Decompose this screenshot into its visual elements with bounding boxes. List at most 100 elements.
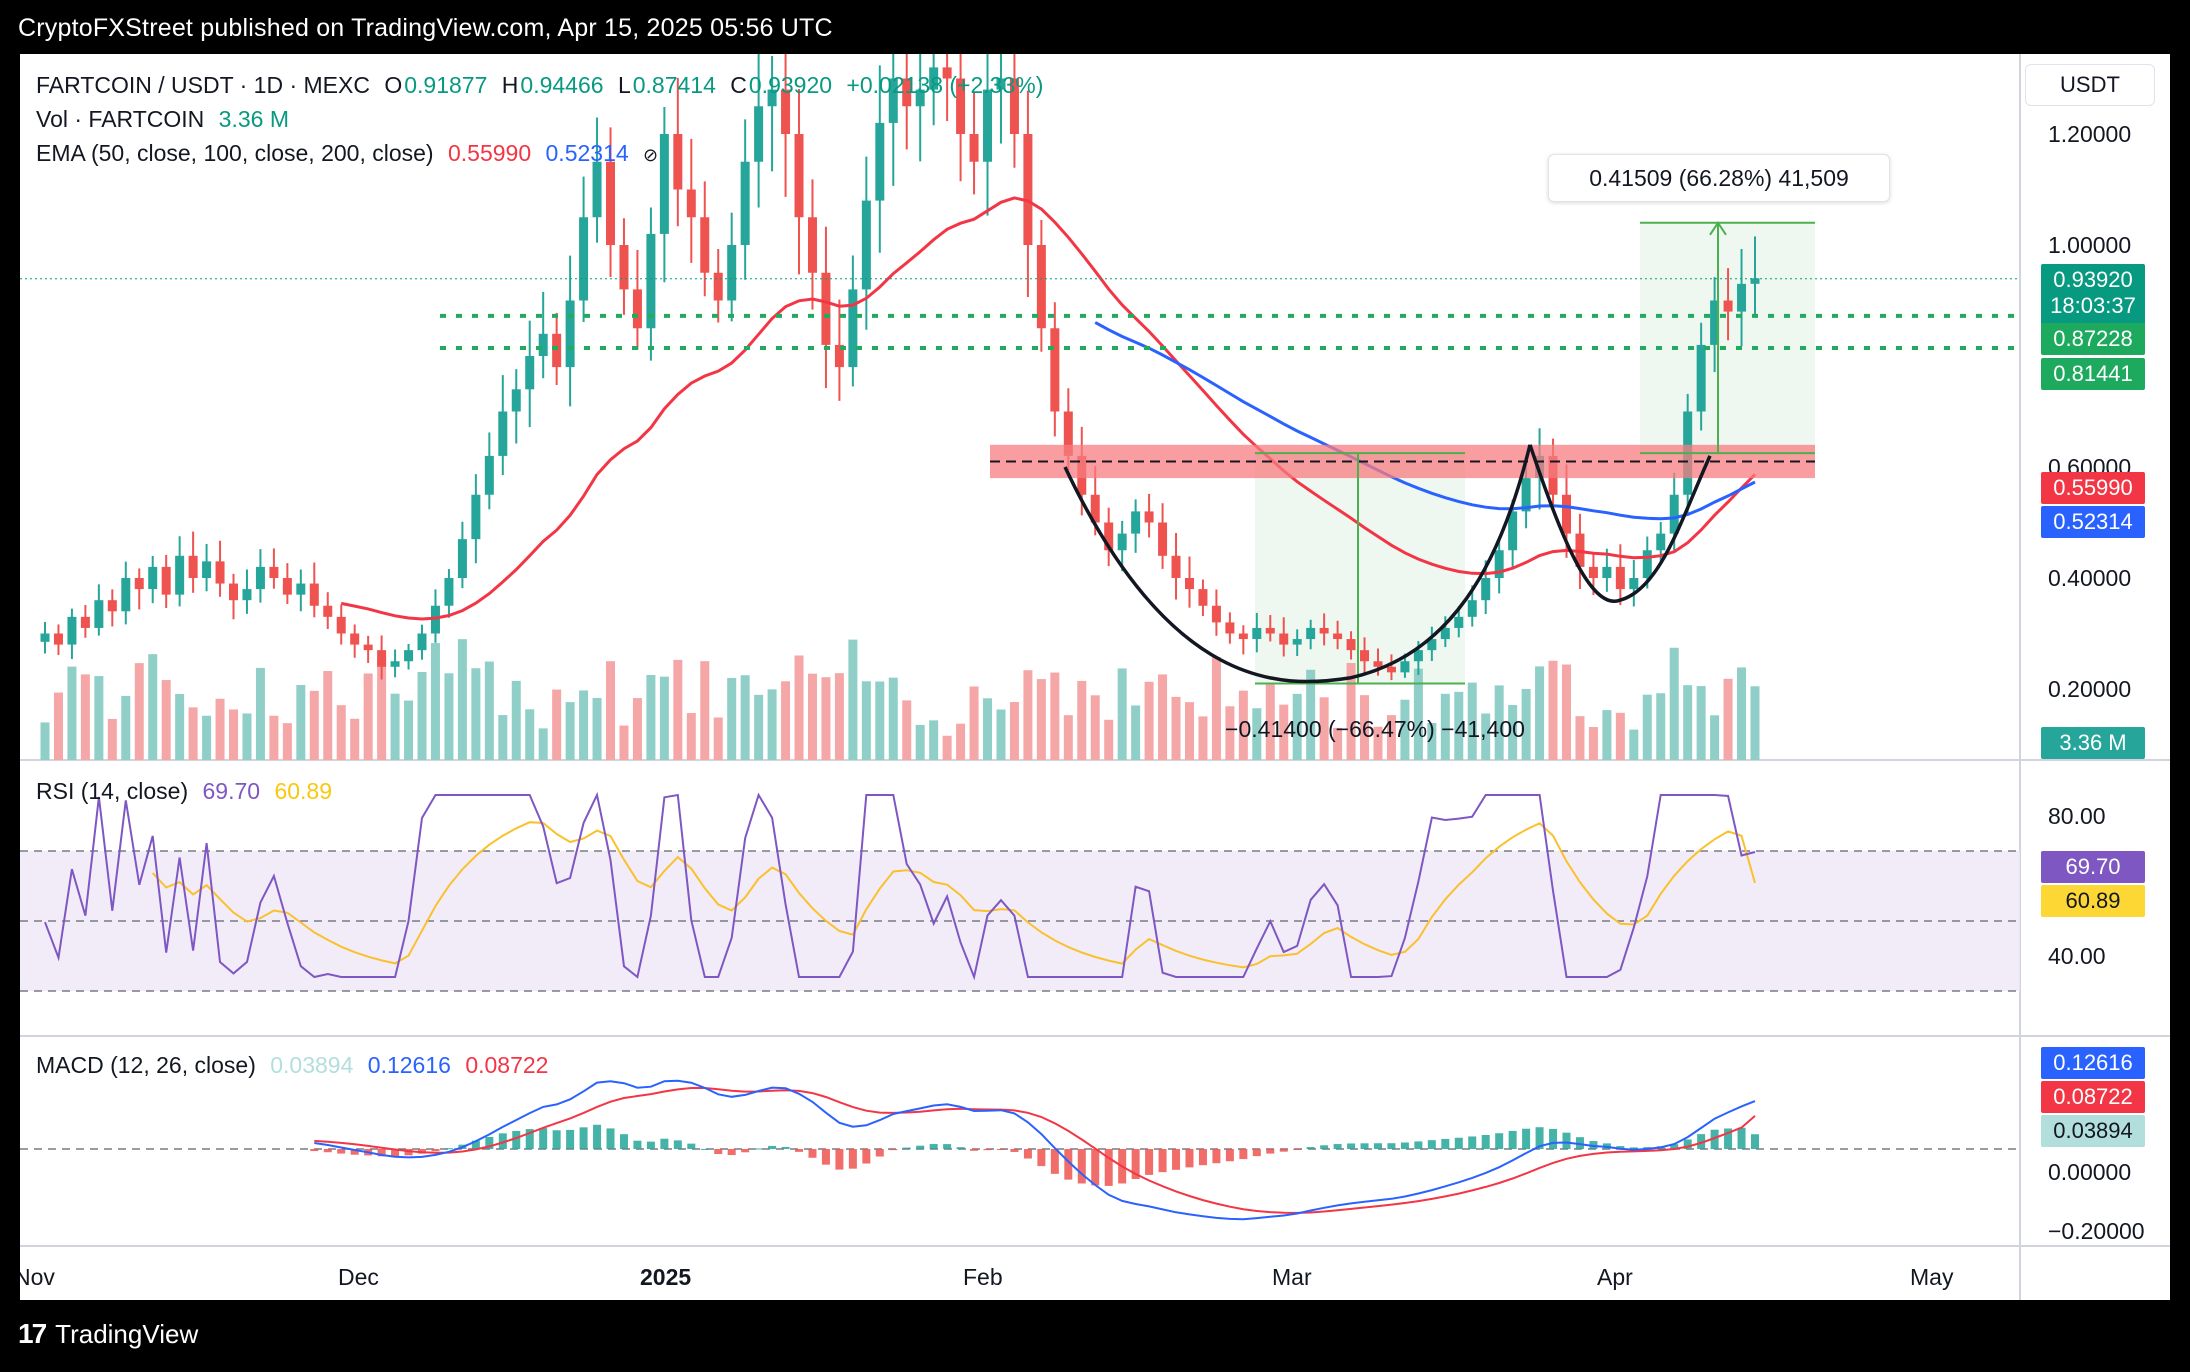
candle-body xyxy=(1117,533,1127,551)
macd-histogram-bar xyxy=(1522,1128,1531,1149)
macd-legend: MACD (12, 26, close) 0.03894 0.12616 0.0… xyxy=(36,1052,556,1079)
macd-histogram-bar xyxy=(1373,1143,1382,1149)
volume-bar xyxy=(673,659,683,760)
macd-histogram-bar xyxy=(471,1140,480,1149)
low-value: 0.87414 xyxy=(632,72,716,98)
volume-bar xyxy=(1036,679,1046,760)
hidden-eye-icon[interactable]: ⊘ xyxy=(643,145,659,165)
candle-body xyxy=(1615,566,1625,590)
chart-canvas[interactable]: 1.200001.000000.600000.400000.2000080.00… xyxy=(20,54,2170,1300)
volume-bar xyxy=(1669,647,1679,760)
rsi-label[interactable]: RSI (14, close) xyxy=(36,778,189,804)
chart-area[interactable]: 1.20000 1.00000 0.60000 0.40000 0.20000 80.00… xyxy=(20,54,2170,1300)
time-tick-label: Apr xyxy=(1597,1264,1633,1290)
volume-bar xyxy=(390,693,400,760)
candle-body xyxy=(1319,627,1329,634)
candle-body xyxy=(1346,639,1356,651)
ema-legend: EMA (50, close, 100, close, 200, close) … xyxy=(36,140,666,167)
macd-histogram-bar xyxy=(1198,1149,1207,1166)
candle-body xyxy=(1642,550,1652,578)
macd-signal-value: 0.08722 xyxy=(465,1052,549,1078)
candle-body xyxy=(902,78,912,107)
currency-button[interactable]: USDT xyxy=(2025,64,2155,106)
macd-label[interactable]: MACD (12, 26, close) xyxy=(36,1052,256,1078)
volume-bar xyxy=(1521,688,1531,760)
candle-body xyxy=(821,272,831,345)
volume-bar xyxy=(834,673,844,760)
volume-bar xyxy=(1615,712,1625,760)
candle-body xyxy=(754,106,764,162)
measure-up-arrowhead xyxy=(1709,220,1727,236)
candle-body xyxy=(929,67,939,90)
macd-histogram-bar xyxy=(727,1149,736,1156)
macd-histogram-bar xyxy=(996,1149,1005,1150)
candle-body xyxy=(1656,533,1666,551)
volume-bar xyxy=(94,676,104,760)
volume-label[interactable]: Vol · FARTCOIN xyxy=(36,106,205,132)
cup-pattern-curve xyxy=(1063,444,1532,684)
volume-bar xyxy=(121,695,131,760)
volume-bar xyxy=(134,663,144,760)
candle-body xyxy=(565,300,575,368)
macd-histogram-bar xyxy=(754,1148,763,1150)
close-label: C xyxy=(730,72,747,98)
volume-bar xyxy=(983,698,993,760)
price-tick-label: 0.40000 xyxy=(2048,565,2131,591)
macd-histogram-bar xyxy=(337,1149,346,1154)
volume-bar xyxy=(1050,672,1060,760)
macd-histogram-bar xyxy=(1387,1143,1396,1149)
volume-bar xyxy=(296,684,306,760)
candle-body xyxy=(740,161,750,245)
candle-body xyxy=(632,289,642,329)
volume-bar xyxy=(484,661,494,760)
macd-histogram-bar xyxy=(579,1127,588,1149)
candle-body xyxy=(1588,566,1598,578)
volume-bar xyxy=(659,676,669,760)
volume-bar xyxy=(457,639,467,760)
volume-legend: Vol · FARTCOIN 3.36 M xyxy=(36,106,297,133)
macd-histogram-bar xyxy=(741,1149,750,1153)
candle-body xyxy=(323,605,333,617)
volume-bar xyxy=(175,694,185,760)
candle-body xyxy=(1184,578,1194,590)
volume-bar xyxy=(902,700,912,760)
volume-bar xyxy=(606,661,616,760)
candle-body xyxy=(161,566,171,595)
volume-bar xyxy=(1386,715,1396,760)
candle-body xyxy=(1602,566,1612,578)
symbol-label[interactable]: FARTCOIN / USDT · 1D · MEXC xyxy=(36,72,370,98)
candle-body xyxy=(1063,411,1073,456)
candle-body xyxy=(1050,328,1060,412)
time-tick-label: Feb xyxy=(963,1264,1003,1290)
macd-histogram-bar xyxy=(1549,1128,1558,1149)
macd-histogram-bar xyxy=(1306,1147,1315,1149)
signal-tag: 0.08722 xyxy=(2041,1081,2145,1113)
volume-bar xyxy=(1009,702,1019,760)
macd-histogram-bar xyxy=(1145,1149,1154,1175)
volume-bar xyxy=(1131,705,1141,760)
candle-body xyxy=(942,67,952,79)
tradingview-logo-icon: 17 xyxy=(18,1318,47,1349)
volume-bar xyxy=(1158,674,1168,760)
candle-body xyxy=(269,566,279,578)
candle-body xyxy=(1750,278,1760,284)
candle-body xyxy=(996,78,1006,90)
volume-bar xyxy=(619,725,629,760)
volume-bar xyxy=(646,674,656,760)
macd-histogram-bar xyxy=(1010,1149,1019,1152)
ema-label[interactable]: EMA (50, close, 100, close, 200, close) xyxy=(36,140,434,166)
tradingview-footer[interactable]: 17 TradingView xyxy=(18,1318,198,1350)
macd-histogram-bar xyxy=(350,1149,359,1155)
candle-body xyxy=(1467,600,1477,617)
candle-body xyxy=(861,200,871,290)
volume-bar xyxy=(767,689,777,760)
volume-bar xyxy=(875,681,885,760)
ema50-value: 0.55990 xyxy=(447,140,532,166)
macd-histogram-bar xyxy=(1252,1149,1261,1157)
volume-bar xyxy=(525,709,535,760)
volume-bar xyxy=(67,666,77,760)
macd-histogram-bar xyxy=(1508,1130,1517,1149)
volume-bar xyxy=(1117,668,1127,760)
volume-bar xyxy=(471,668,481,760)
volume-bar xyxy=(686,713,696,760)
